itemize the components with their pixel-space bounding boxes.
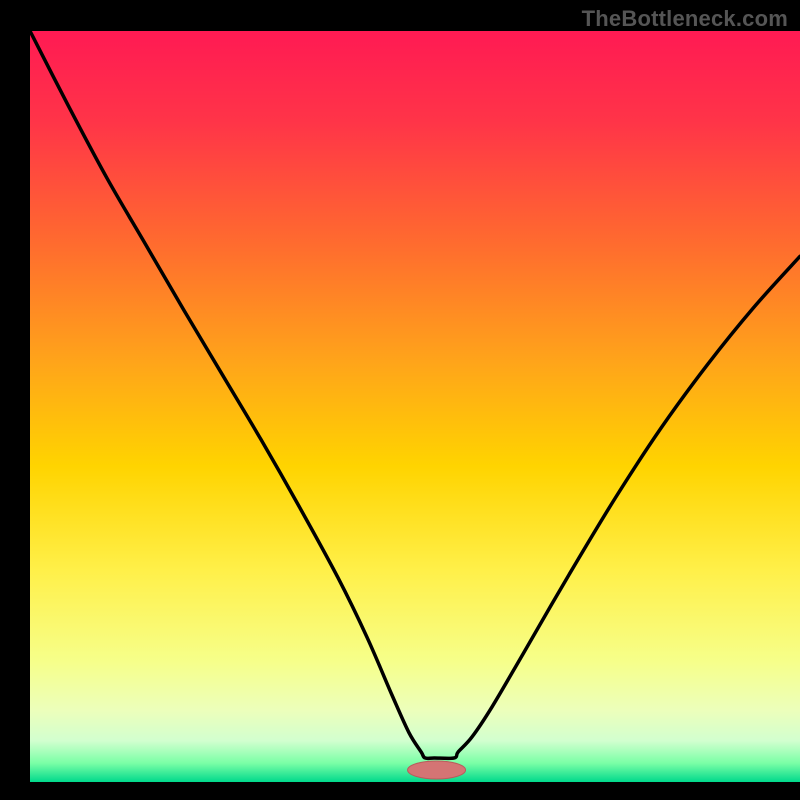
minimum-marker <box>408 761 466 779</box>
watermark-label: TheBottleneck.com <box>582 6 788 32</box>
chart-container: TheBottleneck.com <box>0 0 800 800</box>
plot-area <box>30 31 800 782</box>
bottleneck-chart <box>0 0 800 800</box>
